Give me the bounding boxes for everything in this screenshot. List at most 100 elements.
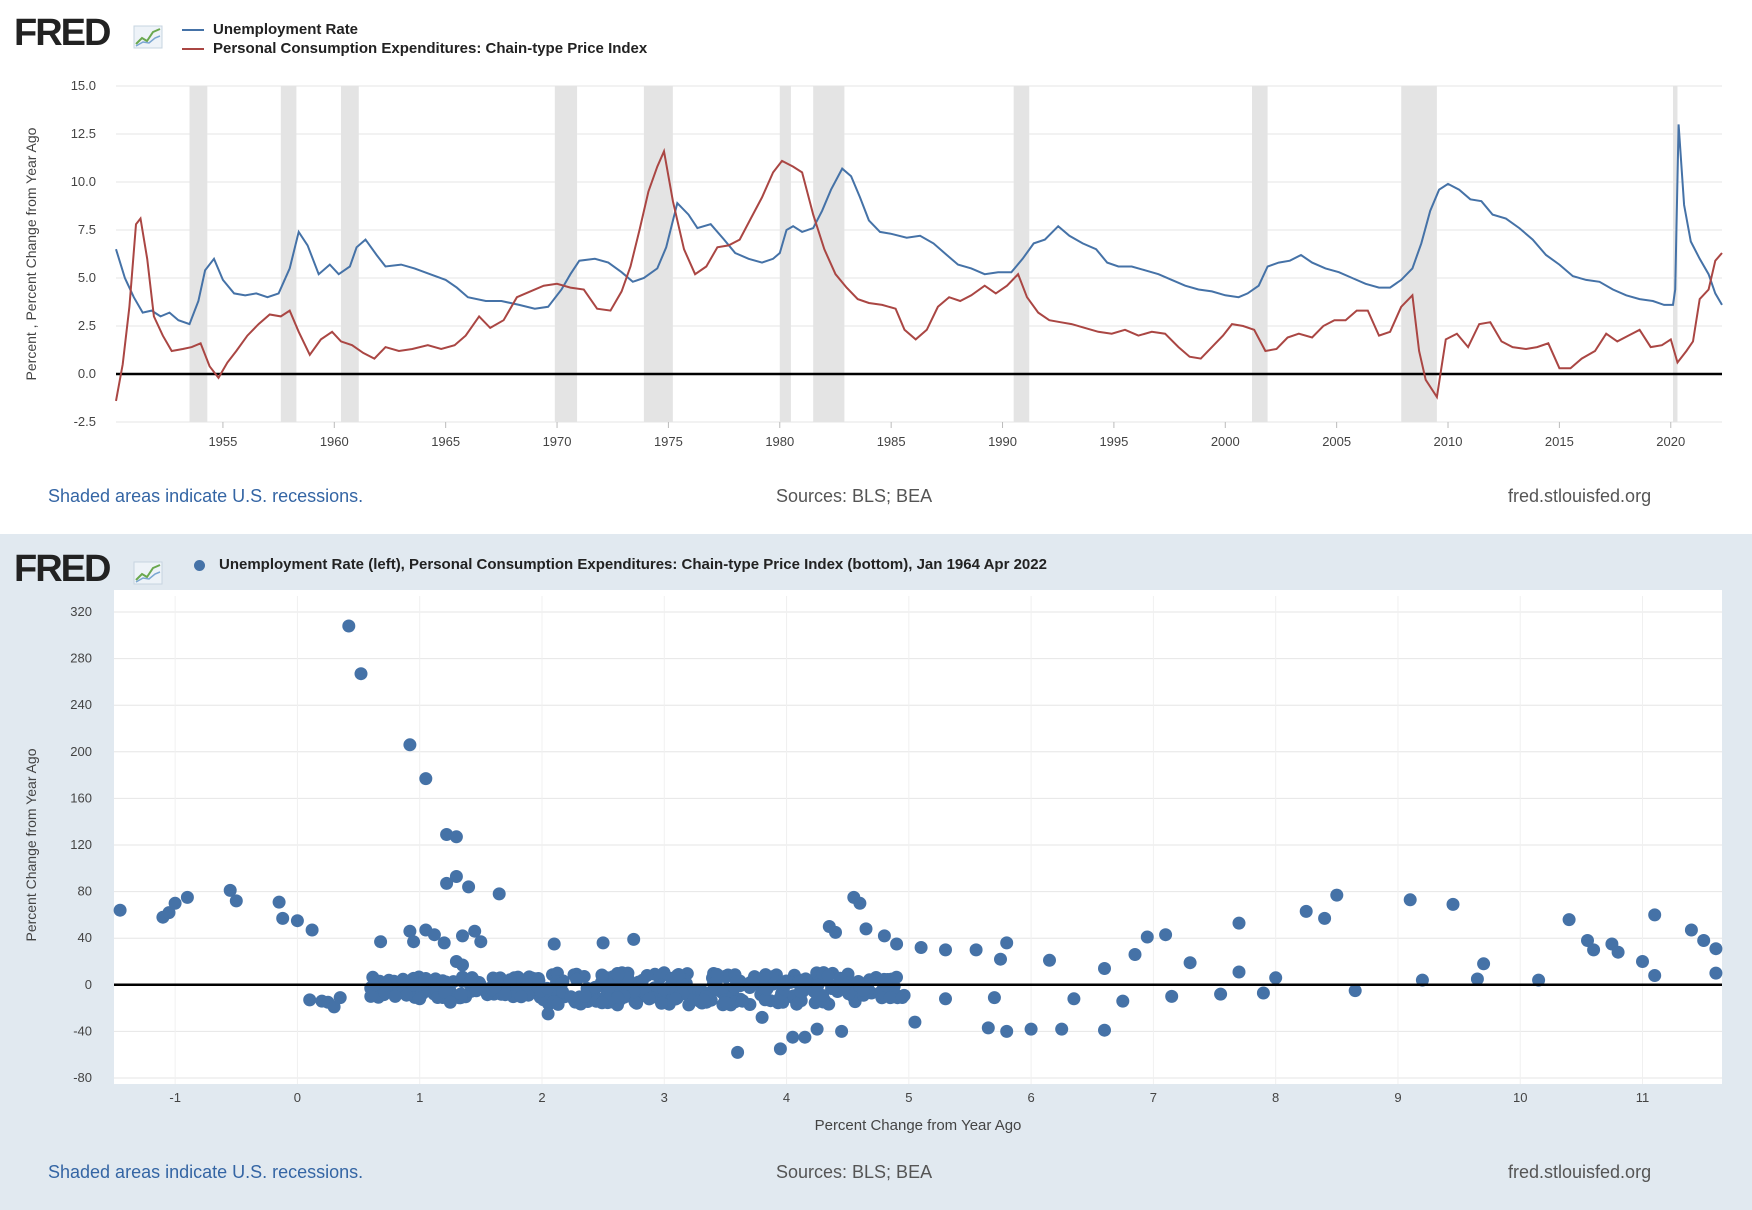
- scatter-point: [1165, 989, 1179, 1003]
- legend-label-scatter: Unemployment Rate (left), Personal Consu…: [219, 556, 1047, 573]
- x-tick-label: 6: [1027, 1090, 1034, 1105]
- scatter-point: [1611, 945, 1625, 959]
- scatter-point: [908, 1015, 922, 1029]
- scatter-point: [987, 991, 1001, 1005]
- y-tick-label: 12.5: [71, 126, 96, 141]
- scatter-point: [547, 937, 561, 951]
- scatter-point: [1067, 992, 1081, 1006]
- scatter-point: [419, 972, 433, 985]
- scatter-point: [439, 975, 453, 989]
- scatter-chart[interactable]: 320 280 240 200 160 120 80 40 0 -40 -80 -1 0 1 2 3 4 5 6 7 8…: [0, 590, 1752, 1210]
- scatter-point: [229, 894, 243, 908]
- fred-logo[interactable]: FRED: [14, 12, 174, 52]
- recession-band: [189, 86, 208, 422]
- scatter-point: [595, 996, 609, 1010]
- scatter-point: [440, 876, 454, 890]
- fred-url-link[interactable]: fred.stlouisfed.org: [1508, 486, 1652, 506]
- scatter-point: [303, 993, 317, 1007]
- scatter-point: [427, 928, 441, 942]
- scatter-point: [1232, 965, 1246, 979]
- scatter-point: [551, 997, 565, 1011]
- sources-note: Sources: BLS; BEA: [776, 486, 933, 506]
- x-tick-label: 2015: [1545, 434, 1574, 449]
- scatter-point: [162, 906, 176, 920]
- scatter-point: [1648, 908, 1662, 922]
- x-tick-label: 0: [294, 1090, 301, 1105]
- scatter-point: [821, 969, 835, 983]
- top-chart-panel: FRED Unemployment Rate Personal Consumpt…: [0, 0, 1752, 534]
- scatter-point: [449, 870, 463, 883]
- scatter-point: [469, 984, 483, 998]
- x-tick-label: 2020: [1656, 434, 1685, 449]
- y-tick-label: -2.5: [74, 414, 96, 429]
- recession-band: [554, 86, 578, 422]
- scatter-point: [621, 971, 635, 985]
- scatter-point: [570, 972, 583, 986]
- scatter-point: [438, 985, 452, 999]
- scatter-point: [578, 989, 592, 1003]
- y-tick-label: 0: [85, 977, 92, 992]
- legend-swatch-unemployment: [182, 29, 204, 32]
- scatter-point: [388, 989, 402, 1003]
- x-tick-label: 2010: [1434, 434, 1463, 449]
- recession-band: [280, 86, 297, 422]
- legend-item-pce[interactable]: Personal Consumption Expenditures: Chain…: [182, 39, 647, 58]
- scatter-point: [759, 968, 773, 982]
- legend-item-unemployment[interactable]: Unemployment Rate: [182, 20, 647, 39]
- scatter-point: [531, 972, 545, 985]
- scatter-point: [223, 883, 237, 897]
- recession-band: [1401, 86, 1437, 422]
- scatter-point: [333, 991, 347, 1005]
- y-axis-label: Percent , Percent Change from Year Ago: [23, 127, 39, 380]
- x-tick-label: 4: [783, 1090, 790, 1105]
- scatter-point: [790, 997, 804, 1011]
- scatter-point: [449, 830, 463, 844]
- y-tick-label: -40: [73, 1023, 92, 1038]
- y-tick-label: 40: [78, 930, 92, 945]
- scatter-point: [994, 952, 1007, 966]
- scatter-point: [746, 976, 760, 990]
- scatter-point: [1470, 972, 1484, 986]
- scatter-point: [969, 943, 983, 957]
- plot-background: [114, 590, 1722, 1084]
- y-tick-label: 120: [70, 837, 92, 852]
- fred-logo-bottom[interactable]: FRED: [14, 548, 174, 588]
- x-tick-label: 1985: [877, 434, 906, 449]
- scatter-point: [731, 1045, 745, 1059]
- scatter-point: [914, 941, 928, 954]
- scatter-point: [718, 996, 732, 1010]
- x-tick-label: 8: [1272, 1090, 1279, 1105]
- recession-band: [340, 86, 359, 422]
- fred-url-link-bottom[interactable]: fred.stlouisfed.org: [1508, 1162, 1652, 1182]
- y-tick-label: 0.0: [78, 366, 96, 381]
- scatter-point: [1043, 953, 1056, 967]
- scatter-point: [1636, 955, 1649, 968]
- legend-label-unemployment: Unemployment Rate: [213, 21, 359, 38]
- y-tick-label: 280: [70, 651, 92, 666]
- fred-logo-text-bottom: FRED: [14, 548, 110, 588]
- x-tick-label: 1955: [208, 434, 237, 449]
- line-chart[interactable]: 15.0 12.5 10.0 7.5 5.0 2.5 0.0 -2.5 1955 1960 1965…: [0, 60, 1752, 520]
- sources-note-bottom: Sources: BLS; BEA: [776, 1162, 933, 1182]
- scatter-point: [456, 958, 469, 972]
- y-tick-label: 15.0: [71, 78, 96, 93]
- legend-item-scatter[interactable]: Unemployment Rate (left), Personal Consu…: [186, 555, 1047, 574]
- scatter-point: [305, 923, 319, 937]
- scatter-point: [798, 1030, 812, 1044]
- recession-note: Shaded areas indicate U.S. recessions.: [48, 486, 364, 506]
- scatter-point: [1183, 956, 1197, 970]
- recession-band: [643, 86, 673, 422]
- scatter-point: [786, 1030, 800, 1044]
- scatter-point: [1648, 969, 1662, 982]
- scatter-point: [327, 1000, 341, 1014]
- scatter-point: [354, 667, 368, 681]
- scatter-point: [403, 738, 417, 752]
- x-tick-label: 1975: [654, 434, 683, 449]
- scatter-point: [1256, 986, 1270, 1000]
- scatter-point: [655, 996, 668, 1010]
- scatter-point: [758, 993, 772, 1007]
- scatter-point: [1024, 1022, 1038, 1036]
- scatter-point: [443, 995, 457, 1009]
- x-tick-label: 1990: [988, 434, 1017, 449]
- x-tick-label: 5: [905, 1090, 912, 1105]
